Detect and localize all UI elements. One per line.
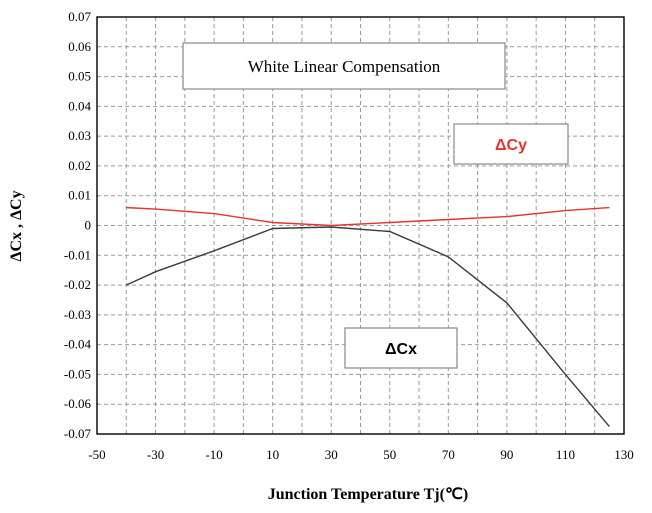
y-tick-label: 0.01	[68, 188, 91, 203]
x-tick-label: 10	[266, 447, 279, 462]
x-tick-label: -50	[88, 447, 105, 462]
title-box	[182, 42, 506, 90]
y-tick-label: 0.05	[68, 69, 91, 84]
y-axis-title: ΔCx , ΔCy	[8, 190, 25, 261]
x-tick-labels: -50 -30 -10 10 30 50 70 90 110 130	[88, 447, 633, 462]
series-line-dcy	[126, 206, 610, 227]
x-tick-label: -10	[205, 447, 222, 462]
x-tick-label: -30	[147, 447, 164, 462]
y-tick-label: 0.02	[68, 158, 91, 173]
legend-box-dcx	[344, 327, 458, 369]
y-tick-label: 0.04	[68, 98, 91, 113]
x-tick-label: 30	[325, 447, 338, 462]
plot-frame	[96, 16, 625, 435]
x-tick-label: 130	[614, 447, 634, 462]
legend-label-dcy: ΔCy	[495, 137, 527, 154]
y-tick-label: -0.05	[64, 366, 91, 381]
y-tick-label: 0.03	[68, 128, 91, 143]
y-tick-label: 0.06	[68, 39, 91, 54]
x-tick-label: 90	[500, 447, 513, 462]
y-tick-label: -0.01	[64, 247, 91, 262]
chart-title: White Linear Compensation	[248, 57, 441, 76]
x-axis-title: Junction Temperature Tj(℃)	[268, 486, 469, 503]
x-tick-label: 50	[383, 447, 396, 462]
y-tick-labels: 0.07 0.06 0.05 0.04 0.03 0.02 0.01 0 -0.01 -0.02 -…	[64, 9, 92, 441]
series-lines	[126, 206, 610, 428]
y-tick-label: -0.07	[64, 426, 92, 441]
x-tick-label: 70	[442, 447, 455, 462]
y-tick-label: 0	[85, 218, 92, 233]
x-tick-label: 110	[556, 447, 575, 462]
y-tick-label: -0.06	[64, 396, 92, 411]
legend-label-dcx: ΔCx	[385, 341, 417, 358]
y-tick-label: 0.07	[68, 9, 91, 24]
y-tick-label: -0.03	[64, 307, 91, 322]
series-line-dcx	[126, 226, 610, 428]
y-tick-label: -0.04	[64, 337, 92, 352]
y-tick-label: -0.02	[64, 277, 91, 292]
legend-box-dcy	[453, 123, 569, 165]
